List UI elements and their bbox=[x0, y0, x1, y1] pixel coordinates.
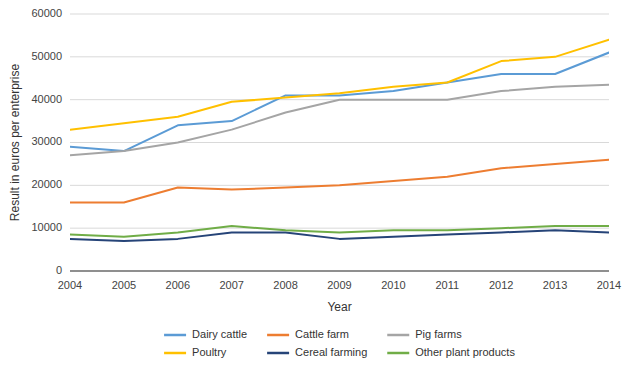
grid-line bbox=[70, 14, 609, 15]
series-line bbox=[70, 226, 609, 237]
x-tick-label: 2005 bbox=[112, 279, 136, 291]
legend-label: Poultry bbox=[192, 346, 227, 358]
legend-label: Other plant products bbox=[415, 346, 515, 358]
legend-item: Cattle farm bbox=[267, 328, 349, 340]
grid-line bbox=[70, 271, 609, 272]
plot-area bbox=[70, 40, 609, 241]
legend-item: Cereal farming bbox=[267, 346, 367, 358]
legend-swatch bbox=[387, 334, 409, 337]
x-axis-label: Year bbox=[327, 300, 351, 314]
legend-swatch bbox=[267, 352, 289, 355]
grid bbox=[70, 14, 609, 271]
x-tick-label: 2008 bbox=[273, 279, 297, 291]
y-tick-label: 0 bbox=[56, 264, 62, 276]
legend-swatch bbox=[267, 334, 289, 337]
y-tick-label: 50000 bbox=[31, 50, 62, 62]
legend-item: Other plant products bbox=[387, 346, 515, 358]
y-tick-label: 20000 bbox=[31, 178, 62, 190]
chart: 0 10000 20000 30000 40000 50000 60000 Result in… bbox=[0, 0, 631, 375]
legend-label: Dairy cattle bbox=[192, 328, 247, 340]
y-axis-label: Result in euros per enterprise bbox=[8, 63, 22, 221]
legend: Dairy cattle Cattle farm Pig farms Poultry C… bbox=[164, 328, 515, 358]
legend-swatch bbox=[387, 352, 409, 355]
y-tick-label: 30000 bbox=[31, 135, 62, 147]
legend-swatch bbox=[164, 352, 186, 355]
legend-label: Pig farms bbox=[415, 328, 462, 340]
x-axis: 2004 2005 2006 2007 2008 2009 2010 2011 2012 2013… bbox=[58, 271, 621, 291]
series-line bbox=[70, 40, 609, 130]
y-axis: 0 10000 20000 30000 40000 50000 60000 bbox=[31, 7, 62, 276]
x-tick-label: 2006 bbox=[166, 279, 190, 291]
x-tick-label: 2011 bbox=[435, 279, 459, 291]
legend-item: Poultry bbox=[164, 346, 227, 358]
x-tick-label: 2012 bbox=[489, 279, 513, 291]
x-tick-label: 2010 bbox=[381, 279, 405, 291]
legend-label: Cereal farming bbox=[295, 346, 367, 358]
x-axis-line bbox=[70, 271, 609, 272]
legend-item: Pig farms bbox=[387, 328, 462, 340]
x-tick-label: 2007 bbox=[219, 279, 243, 291]
x-tick-label: 2013 bbox=[543, 279, 567, 291]
legend-label: Cattle farm bbox=[295, 328, 349, 340]
series-line bbox=[70, 53, 609, 152]
x-tick-label: 2004 bbox=[58, 279, 82, 291]
legend-swatch bbox=[164, 334, 186, 337]
x-tick-label: 2009 bbox=[327, 279, 351, 291]
grid-line bbox=[70, 56, 609, 57]
y-tick-label: 60000 bbox=[31, 7, 62, 19]
y-tick-label: 10000 bbox=[31, 221, 62, 233]
series-line bbox=[70, 160, 609, 203]
y-tick-label: 40000 bbox=[31, 93, 62, 105]
grid-line bbox=[70, 142, 609, 143]
x-tick-label: 2014 bbox=[597, 279, 621, 291]
legend-item: Dairy cattle bbox=[164, 328, 247, 340]
